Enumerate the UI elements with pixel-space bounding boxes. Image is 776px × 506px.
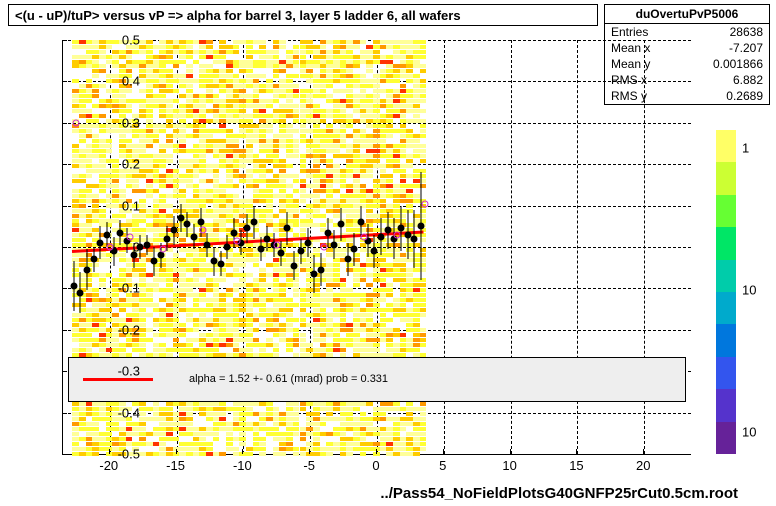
- data-point: [231, 229, 238, 236]
- data-point: [311, 270, 318, 277]
- data-point: [217, 260, 224, 267]
- stats-entries-label: Entries: [611, 25, 648, 39]
- data-point: [244, 225, 251, 232]
- y-tick-label: 0.3: [60, 115, 140, 130]
- data-point: [224, 244, 231, 251]
- plot-area: alpha = 1.52 +- 0.61 (mrad) prob = 0.331: [62, 40, 691, 455]
- y-tick-label: -0.1: [60, 281, 140, 296]
- stats-meany: 0.001866: [713, 57, 763, 71]
- legend-text: alpha = 1.52 +- 0.61 (mrad) prob = 0.331: [189, 373, 388, 385]
- data-point: [384, 227, 391, 234]
- data-point: [344, 256, 351, 263]
- open-marker: [160, 246, 167, 253]
- data-point: [177, 215, 184, 222]
- colorbar: [716, 130, 736, 454]
- data-point: [104, 231, 111, 238]
- data-point: [284, 225, 291, 232]
- data-point: [337, 221, 344, 228]
- x-tick-label: -10: [233, 458, 252, 473]
- x-tick-label: 10: [502, 458, 516, 473]
- data-point: [264, 235, 271, 242]
- data-point: [371, 248, 378, 255]
- data-point: [84, 266, 91, 273]
- y-tick-label: 0.5: [60, 33, 140, 48]
- data-point: [351, 246, 358, 253]
- open-marker: [273, 241, 280, 248]
- stats-hname: duOvertuPvP5006: [605, 5, 769, 24]
- data-point: [117, 229, 124, 236]
- data-point: [150, 258, 157, 265]
- data-point: [297, 248, 304, 255]
- data-point: [411, 235, 418, 242]
- data-point: [257, 246, 264, 253]
- open-marker: [320, 244, 327, 251]
- open-marker: [394, 231, 401, 238]
- data-point: [164, 235, 171, 242]
- colorbar-label: 1: [742, 141, 749, 156]
- data-point: [291, 262, 298, 269]
- x-tick-label: 5: [439, 458, 446, 473]
- colorbar-label: 10: [742, 283, 756, 298]
- x-tick-label: -20: [99, 458, 118, 473]
- open-marker: [360, 233, 367, 240]
- data-point: [378, 233, 385, 240]
- stats-meanx: -7.207: [729, 41, 763, 55]
- data-point: [251, 219, 258, 226]
- stats-entries: 28638: [730, 25, 763, 39]
- stats-rmsy: 0.2689: [726, 89, 763, 103]
- plot-title: <(u - uP)/tuP> versus vP => alpha for ba…: [8, 4, 598, 26]
- data-point: [357, 219, 364, 226]
- x-tick-label: 15: [569, 458, 583, 473]
- fit-legend: alpha = 1.52 +- 0.61 (mrad) prob = 0.331: [68, 357, 686, 403]
- x-tick-label: 20: [636, 458, 650, 473]
- y-tick-label: 0.4: [60, 74, 140, 89]
- open-marker: [422, 200, 429, 207]
- data-point: [331, 241, 338, 248]
- root-canvas: <(u - uP)/tuP> versus vP => alpha for ba…: [0, 0, 776, 506]
- open-marker: [233, 237, 240, 244]
- open-marker: [200, 227, 207, 234]
- data-point: [304, 239, 311, 246]
- y-tick-label: -0.2: [60, 322, 140, 337]
- data-point: [170, 227, 177, 234]
- data-point: [197, 219, 204, 226]
- data-point: [418, 223, 425, 230]
- stats-rmsx: 6.882: [733, 73, 763, 87]
- data-point: [204, 241, 211, 248]
- colorbar-label: 10: [742, 425, 756, 440]
- data-point: [277, 250, 284, 257]
- y-tick-label: 0.2: [60, 157, 140, 172]
- data-point: [144, 241, 151, 248]
- x-tick-label: -15: [166, 458, 185, 473]
- footer-path: ../Pass54_NoFieldPlotsG40GNFP25rCut0.5cm…: [380, 485, 738, 502]
- data-point: [90, 256, 97, 263]
- x-tick-label: -5: [303, 458, 315, 473]
- y-tick-label: 0.1: [60, 198, 140, 213]
- y-tick-label: 0: [60, 240, 140, 255]
- data-point: [317, 266, 324, 273]
- data-point: [190, 233, 197, 240]
- y-tick-label: -0.4: [60, 405, 140, 420]
- data-point: [157, 252, 164, 259]
- x-tick-label: 0: [372, 458, 379, 473]
- y-tick-label: -0.3: [60, 364, 140, 379]
- data-point: [184, 221, 191, 228]
- data-point: [324, 229, 331, 236]
